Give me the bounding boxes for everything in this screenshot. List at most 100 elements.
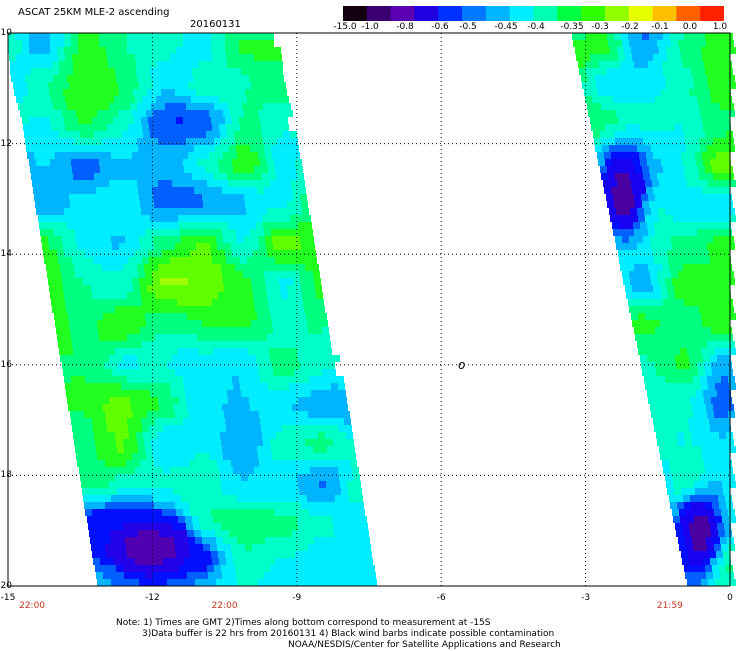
swath-cell [46,75,53,82]
swath-cell [701,348,708,355]
swath-cell [243,446,250,453]
swath-cell [235,397,242,404]
swath-cell [624,82,631,89]
swath-cell [165,264,172,271]
swath-cell [173,530,180,537]
swath-cell [318,474,325,481]
swath-cell [204,292,211,299]
swath-cell [636,40,643,47]
swath-cell [702,117,709,124]
swath-cell [69,320,76,327]
swath-cell [184,166,191,173]
swath-cell [161,460,168,467]
swath-cell [169,40,176,47]
swath-cell [655,327,662,334]
swath-cell [289,299,296,306]
swath-cell [328,362,335,369]
swath-cell [681,187,688,194]
swath-cell [220,390,227,397]
swath-cell [113,47,120,54]
swath-cell [590,117,597,124]
swath-cell [96,271,103,278]
swath-cell [264,404,271,411]
swath-cell [206,173,213,180]
swath-cell [168,460,175,467]
footer-notes: Note: 1) Times are GMT 2)Times along bot… [116,618,561,651]
swath-cell [216,537,223,544]
swath-cell [94,68,101,75]
swath-cell [629,40,636,47]
swath-cell [159,271,166,278]
swath-cell [710,124,717,131]
swath-cell [698,201,705,208]
swath-cell [674,187,681,194]
swath-cell [257,271,264,278]
swath-cell [314,278,321,285]
swath-cell [280,411,287,418]
swath-cell [648,362,655,369]
swath-cell [88,222,95,229]
swath-cell [327,488,334,495]
swath-cell [677,166,684,173]
swath-cell [175,243,182,250]
swath-cell [226,96,233,103]
swath-cell [262,474,269,481]
swath-cell [287,502,294,509]
swath-cell [82,446,89,453]
swath-cell [197,47,204,54]
swath-cell [230,537,237,544]
swath-cell [223,537,230,544]
swath-cell [228,138,235,145]
swath-cell [641,229,648,236]
swath-cell [249,222,256,229]
swath-cell [32,180,39,187]
swath-cell [653,187,660,194]
swath-cell [136,474,143,481]
swath-cell [231,502,238,509]
swath-cell [699,271,706,278]
swath-cell [179,180,186,187]
swath-cell [162,250,169,257]
swath-cell [122,173,129,180]
swath-cell [112,327,119,334]
swath-cell [298,439,305,446]
swath-cell [154,327,161,334]
swath-cell [240,383,247,390]
swath-cell [632,250,639,257]
swath-cell [728,341,735,348]
swath-cell [321,537,328,544]
swath-cell [298,264,305,271]
swath-cell [171,474,178,481]
swath-cell [118,579,125,586]
swath-cell [49,243,56,250]
swath-cell [149,467,156,474]
swath-cell [355,488,362,495]
swath-cell [684,299,691,306]
swath-cell [278,145,285,152]
swath-cell [631,47,638,54]
swath-cell [653,117,660,124]
swath-cell [87,68,94,75]
swath-cell [687,516,694,523]
lon-tick-label: 0 [727,593,733,603]
swath-cell [183,40,190,47]
swath-cell [654,257,661,264]
swath-cell [592,96,599,103]
swath-cell [138,404,145,411]
swath-cell [202,537,209,544]
swath-cell [171,432,178,439]
swath-cell [200,523,207,530]
swath-cell [608,40,615,47]
swath-cell [183,47,190,54]
swath-cell [245,544,252,551]
swath-cell [79,467,86,474]
swath-cell [326,397,333,404]
swath-cell [119,327,126,334]
swath-cell [659,383,666,390]
swath-cell [163,341,170,348]
swath-cell [43,47,50,54]
colorbar-tick-label: 1.0 [712,22,728,32]
swath-cell [137,264,144,271]
swath-cell [182,285,189,292]
swath-cell [150,432,157,439]
